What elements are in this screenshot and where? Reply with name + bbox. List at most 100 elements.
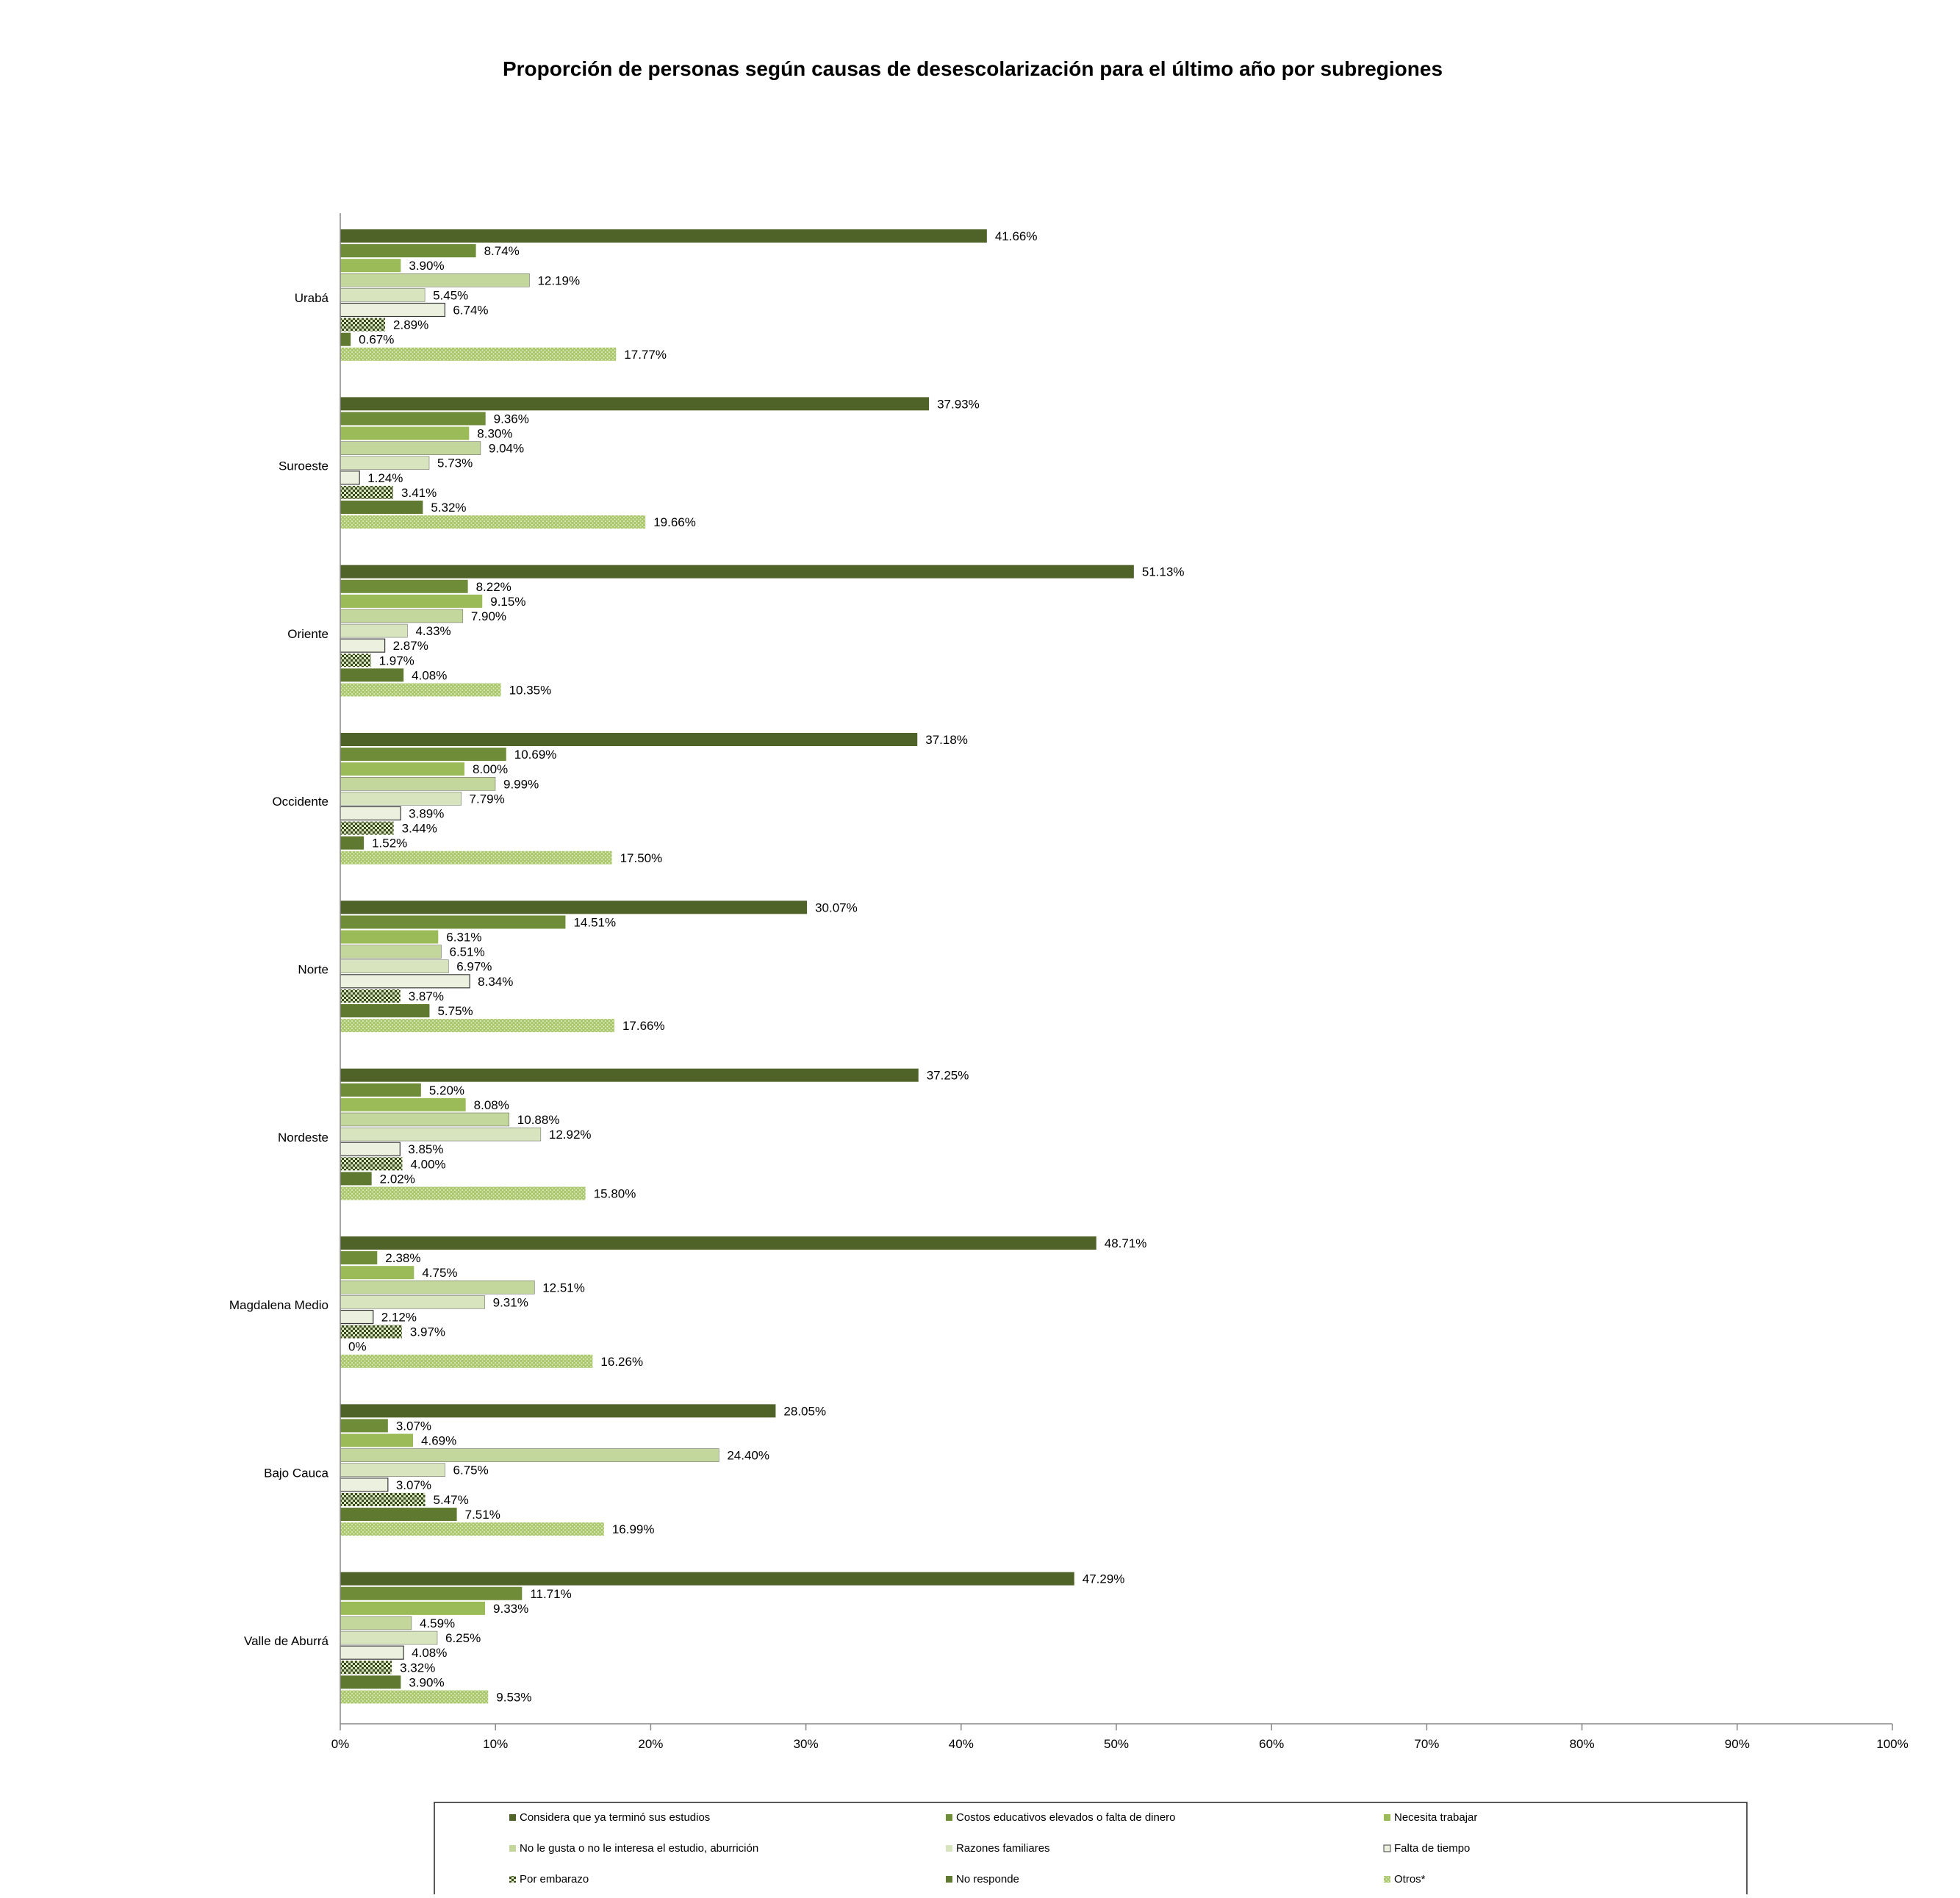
- bar: [340, 1661, 392, 1675]
- legend-label: Necesita trabajar: [1394, 1811, 1477, 1824]
- data-label: 37.25%: [927, 1069, 969, 1083]
- bar: [340, 1478, 389, 1492]
- data-label: 6.25%: [445, 1631, 481, 1645]
- data-label: 16.26%: [600, 1355, 643, 1369]
- bar: [340, 318, 386, 332]
- bar: [340, 1616, 412, 1630]
- bar: [340, 762, 464, 776]
- bar: [340, 1572, 1074, 1586]
- bar: [340, 1630, 438, 1645]
- bar: [340, 989, 401, 1003]
- data-label: 8.22%: [476, 580, 511, 594]
- legend-label: Por embarazo: [520, 1873, 589, 1886]
- bar: [340, 1251, 378, 1265]
- x-tick-label: 30%: [794, 1737, 819, 1751]
- data-label: 24.40%: [727, 1449, 769, 1463]
- legend-swatch: [509, 1876, 516, 1883]
- data-label: 17.50%: [620, 851, 663, 865]
- bar: [340, 683, 501, 697]
- bar: [340, 733, 918, 746]
- legend-item: Otros*: [1384, 1873, 1426, 1886]
- category-group: Valle de Aburrá 47.29% 11.71%9.33% 4.59%6.2…: [244, 1572, 1124, 1704]
- bar: [340, 1295, 485, 1309]
- category-label: Oriente: [287, 627, 329, 641]
- data-label: 17.66%: [622, 1019, 665, 1033]
- bar: [340, 288, 426, 302]
- bar: [340, 668, 404, 682]
- data-label: 4.59%: [420, 1616, 455, 1630]
- legend-item: Por embarazo: [509, 1873, 589, 1886]
- bar: [340, 579, 468, 593]
- data-label: 0.67%: [359, 333, 394, 347]
- bar: [340, 397, 930, 411]
- chart-title: Proporción de personas según causas de d…: [0, 57, 1960, 81]
- data-label: 10.69%: [514, 748, 557, 762]
- data-label: 5.45%: [433, 288, 468, 302]
- data-label: 8.30%: [477, 427, 512, 441]
- bar: [340, 1172, 372, 1186]
- data-label: 3.07%: [396, 1478, 431, 1492]
- data-label: 6.74%: [453, 304, 488, 318]
- bar: [340, 1083, 421, 1097]
- data-label: 8.34%: [478, 975, 513, 989]
- data-label: 5.32%: [431, 501, 466, 515]
- legend-item: Razones familiares: [946, 1842, 1050, 1855]
- x-tick-label: 0%: [331, 1737, 350, 1751]
- data-label: 9.33%: [493, 1602, 528, 1616]
- data-label: 37.93%: [937, 397, 980, 411]
- data-label: 4.69%: [421, 1434, 456, 1448]
- legend-label: No responde: [956, 1873, 1019, 1886]
- data-label: 9.36%: [494, 412, 529, 426]
- bar: [340, 609, 464, 623]
- data-label: 5.47%: [434, 1493, 469, 1507]
- bar: [340, 1112, 509, 1127]
- data-label: 5.20%: [429, 1084, 464, 1097]
- legend-label: Falta de tiempo: [1394, 1842, 1470, 1855]
- data-label: 3.90%: [409, 259, 444, 273]
- data-label: 10.88%: [517, 1113, 560, 1127]
- bar: [340, 426, 470, 440]
- data-label: 4.00%: [410, 1157, 445, 1171]
- bar: [340, 974, 470, 989]
- bar: [340, 653, 371, 667]
- bar: [340, 1448, 719, 1462]
- bar: [340, 456, 430, 470]
- data-label: 3.90%: [409, 1675, 444, 1689]
- bar: [340, 1186, 586, 1200]
- x-tick-label: 80%: [1570, 1737, 1595, 1751]
- bar: [340, 1236, 1096, 1250]
- data-label: 14.51%: [573, 915, 616, 929]
- category-label: Nordeste: [278, 1131, 329, 1145]
- data-label: 3.07%: [396, 1419, 431, 1433]
- category-group: Bajo Cauca28.05%3.07%4.69%24.40%6.75%3.0…: [264, 1404, 826, 1536]
- x-tick-label: 70%: [1414, 1737, 1439, 1751]
- data-label: 5.73%: [437, 456, 473, 470]
- bar: [340, 1675, 401, 1689]
- data-label: 3.89%: [409, 807, 444, 821]
- bar: [340, 441, 481, 455]
- category-label: Valle de Aburrá: [244, 1634, 329, 1648]
- bar: [340, 229, 987, 243]
- x-tick-label: 20%: [638, 1737, 663, 1751]
- data-label: 12.19%: [537, 273, 580, 287]
- data-label: 12.92%: [549, 1128, 592, 1142]
- bar: [340, 821, 394, 835]
- chart-title-text: Proporción de personas según causas de d…: [502, 57, 1443, 80]
- data-label: 51.13%: [1142, 565, 1185, 579]
- bar: [340, 501, 423, 515]
- bar: [340, 244, 476, 258]
- bar: [340, 332, 351, 346]
- bar: [340, 302, 445, 318]
- bar: [340, 806, 401, 821]
- data-label: 37.18%: [925, 733, 968, 747]
- legend-swatch: [509, 1814, 516, 1821]
- data-label: 12.51%: [542, 1281, 585, 1294]
- category-group: Occidente 37.18% 10.69% 8.00%9.99%7.79% 3.89…: [272, 733, 968, 865]
- x-tick-label: 10%: [483, 1737, 508, 1751]
- bar: [340, 777, 496, 791]
- data-label: 11.71%: [530, 1587, 571, 1601]
- legend-swatch: [946, 1845, 952, 1852]
- bar: [340, 1419, 388, 1433]
- category-group: Nordeste 37.25% 5.20% 8.08% 10.88%12.92% 3.85…: [278, 1068, 969, 1200]
